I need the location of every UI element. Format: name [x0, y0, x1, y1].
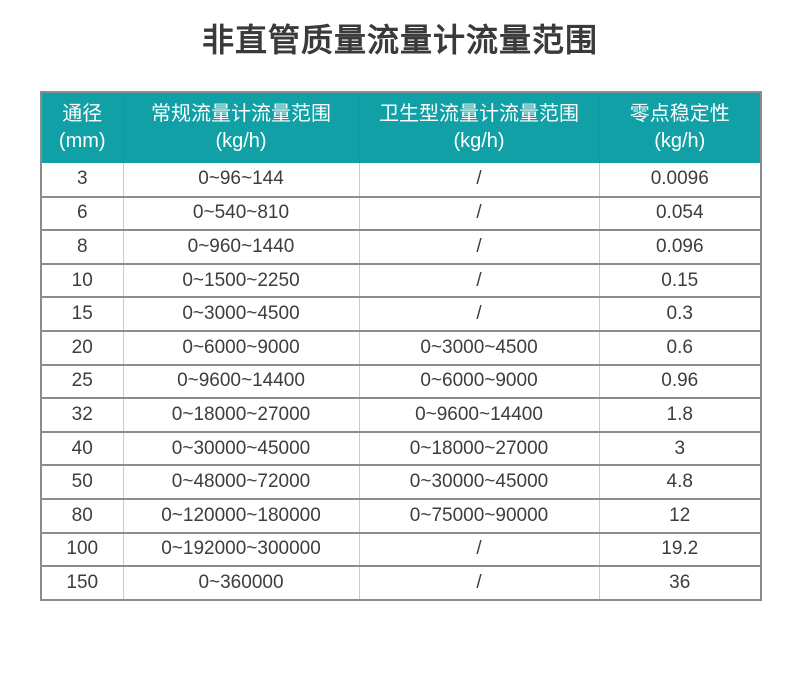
cell-standard-range: 0~1500~2250 [122, 262, 359, 298]
table-header: 通径 (mm) 常规流量计流量范围 (kg/h) 卫生型流量计流量范围 (kg/… [41, 92, 761, 163]
table-row: 8 0~960~1440 / 0.096 [41, 229, 761, 264]
cell-zero-stability: 0.3 [598, 296, 761, 331]
table-body: 3 0~96~144 / 0.0096 6 0~540~810 / 0.054 … [41, 163, 761, 600]
cell-diameter: 25 [41, 363, 123, 399]
table-row: 25 0~9600~14400 0~6000~9000 0.96 [41, 363, 761, 399]
cell-standard-range: 0~6000~9000 [122, 329, 359, 365]
table-row: 40 0~30000~45000 0~18000~27000 3 [41, 430, 761, 466]
column-header-label: 常规流量计流量范围 [151, 103, 331, 125]
cell-diameter: 50 [41, 464, 123, 499]
cell-sanitary-range: 0~3000~4500 [358, 329, 599, 365]
column-header-label: 零点稳定性 [629, 103, 730, 125]
cell-diameter: 100 [41, 531, 123, 567]
cell-zero-stability: 0.0096 [598, 163, 761, 197]
cell-diameter: 8 [41, 229, 123, 264]
cell-zero-stability: 1.8 [598, 397, 761, 432]
cell-sanitary-range: 0~75000~90000 [358, 497, 599, 533]
cell-diameter: 10 [41, 262, 123, 298]
flow-range-table-container: 通径 (mm) 常规流量计流量范围 (kg/h) 卫生型流量计流量范围 (kg/… [40, 91, 762, 601]
cell-diameter: 3 [41, 163, 123, 197]
cell-sanitary-range: / [358, 195, 599, 231]
cell-standard-range: 0~9600~14400 [122, 363, 359, 399]
cell-diameter: 6 [41, 195, 123, 231]
cell-standard-range: 0~960~1440 [122, 229, 359, 264]
header-row: 通径 (mm) 常规流量计流量范围 (kg/h) 卫生型流量计流量范围 (kg/… [41, 92, 761, 163]
cell-zero-stability: 36 [598, 565, 761, 600]
cell-zero-stability: 0.15 [598, 262, 761, 298]
cell-zero-stability: 19.2 [598, 531, 761, 567]
cell-diameter: 32 [41, 397, 123, 432]
cell-zero-stability: 0.6 [598, 329, 761, 365]
cell-zero-stability: 3 [598, 430, 761, 466]
cell-zero-stability: 0.96 [598, 363, 761, 399]
table-row: 15 0~3000~4500 / 0.3 [41, 296, 761, 331]
cell-sanitary-range: / [358, 163, 599, 197]
cell-diameter: 40 [41, 430, 123, 466]
cell-sanitary-range: / [358, 262, 599, 298]
column-header-unit: (kg/h) [654, 130, 706, 152]
cell-sanitary-range: 0~6000~9000 [358, 363, 599, 399]
column-header-label: 卫生型流量计流量范围 [379, 103, 579, 125]
table-row: 50 0~48000~72000 0~30000~45000 4.8 [41, 464, 761, 499]
table-row: 3 0~96~144 / 0.0096 [41, 163, 761, 197]
table-row: 80 0~120000~180000 0~75000~90000 12 [41, 497, 761, 533]
cell-standard-range: 0~120000~180000 [122, 497, 359, 533]
table-row: 10 0~1500~2250 / 0.15 [41, 262, 761, 298]
table-row: 20 0~6000~9000 0~3000~4500 0.6 [41, 329, 761, 365]
cell-zero-stability: 4.8 [598, 464, 761, 499]
table-row: 6 0~540~810 / 0.054 [41, 195, 761, 231]
cell-standard-range: 0~360000 [122, 565, 359, 600]
cell-standard-range: 0~540~810 [122, 195, 359, 231]
cell-sanitary-range: 0~30000~45000 [358, 464, 599, 499]
table-row: 32 0~18000~27000 0~9600~14400 1.8 [41, 397, 761, 432]
cell-standard-range: 0~192000~300000 [122, 531, 359, 567]
cell-zero-stability: 0.096 [598, 229, 761, 264]
column-header-zero-stability: 零点稳定性 (kg/h) [598, 92, 761, 163]
cell-sanitary-range: / [358, 531, 599, 567]
cell-diameter: 80 [41, 497, 123, 533]
cell-standard-range: 0~96~144 [122, 163, 359, 197]
cell-standard-range: 0~3000~4500 [122, 296, 359, 331]
column-header-unit: (mm) [58, 130, 106, 152]
column-header-sanitary-range: 卫生型流量计流量范围 (kg/h) [358, 92, 599, 163]
cell-sanitary-range: / [358, 296, 599, 331]
cell-sanitary-range: / [358, 565, 599, 600]
column-header-diameter: 通径 (mm) [41, 92, 123, 163]
table-row: 150 0~360000 / 36 [41, 565, 761, 600]
cell-sanitary-range: 0~18000~27000 [358, 430, 599, 466]
cell-standard-range: 0~18000~27000 [122, 397, 359, 432]
cell-diameter: 20 [41, 329, 123, 365]
column-header-unit: (kg/h) [453, 130, 505, 152]
cell-diameter: 15 [41, 296, 123, 331]
column-header-standard-range: 常规流量计流量范围 (kg/h) [122, 92, 359, 163]
cell-standard-range: 0~48000~72000 [122, 464, 359, 499]
cell-diameter: 150 [41, 565, 123, 600]
cell-sanitary-range: 0~9600~14400 [358, 397, 599, 432]
flow-range-table: 通径 (mm) 常规流量计流量范围 (kg/h) 卫生型流量计流量范围 (kg/… [40, 91, 762, 601]
page-title: 非直管质量流量计流量范围 [201, 22, 598, 58]
cell-sanitary-range: / [358, 229, 599, 264]
cell-standard-range: 0~30000~45000 [122, 430, 359, 466]
cell-zero-stability: 0.054 [598, 195, 761, 231]
column-header-label: 通径 [62, 103, 103, 125]
cell-zero-stability: 12 [598, 497, 761, 533]
column-header-unit: (kg/h) [215, 130, 267, 152]
table-row: 100 0~192000~300000 / 19.2 [41, 531, 761, 567]
